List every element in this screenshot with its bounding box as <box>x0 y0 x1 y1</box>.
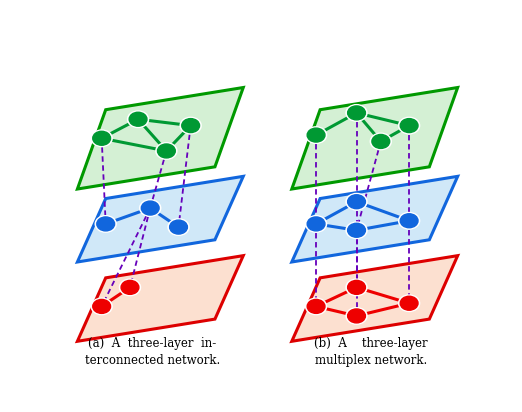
Circle shape <box>400 296 418 310</box>
Circle shape <box>346 105 367 121</box>
Circle shape <box>121 281 139 294</box>
Circle shape <box>95 215 116 232</box>
Circle shape <box>346 308 367 324</box>
Text: (a)  A  three-layer  in-
terconnected network.: (a) A three-layer in- terconnected netwo… <box>85 337 220 367</box>
Polygon shape <box>292 87 458 189</box>
Circle shape <box>307 128 325 142</box>
Circle shape <box>307 217 325 231</box>
Circle shape <box>158 144 175 158</box>
Circle shape <box>120 279 140 296</box>
Circle shape <box>168 219 189 235</box>
Circle shape <box>370 133 392 150</box>
Circle shape <box>93 131 111 145</box>
Circle shape <box>399 213 420 229</box>
Circle shape <box>399 295 420 311</box>
Circle shape <box>346 222 367 239</box>
Circle shape <box>182 119 199 133</box>
Circle shape <box>91 298 112 315</box>
Circle shape <box>140 200 161 216</box>
Circle shape <box>400 119 418 133</box>
Circle shape <box>129 112 147 126</box>
Circle shape <box>305 298 327 315</box>
Circle shape <box>348 309 365 323</box>
Circle shape <box>372 134 390 148</box>
Circle shape <box>141 201 159 215</box>
Circle shape <box>305 215 327 232</box>
Circle shape <box>305 127 327 143</box>
Circle shape <box>399 117 420 134</box>
Text: (b)  A    three-layer
multiplex network.: (b) A three-layer multiplex network. <box>314 337 428 367</box>
Polygon shape <box>77 255 243 341</box>
Circle shape <box>180 117 201 134</box>
Circle shape <box>348 195 365 209</box>
Circle shape <box>348 223 365 237</box>
Circle shape <box>97 217 115 231</box>
Circle shape <box>346 279 367 296</box>
Polygon shape <box>292 176 458 262</box>
Circle shape <box>93 300 111 314</box>
Circle shape <box>156 143 177 159</box>
Circle shape <box>348 281 365 294</box>
Circle shape <box>348 106 365 120</box>
Circle shape <box>91 130 112 147</box>
Circle shape <box>346 194 367 210</box>
Circle shape <box>127 111 149 127</box>
Polygon shape <box>77 176 243 262</box>
Circle shape <box>170 220 187 234</box>
Circle shape <box>400 214 418 228</box>
Polygon shape <box>292 255 458 341</box>
Circle shape <box>307 300 325 314</box>
Polygon shape <box>77 87 243 189</box>
